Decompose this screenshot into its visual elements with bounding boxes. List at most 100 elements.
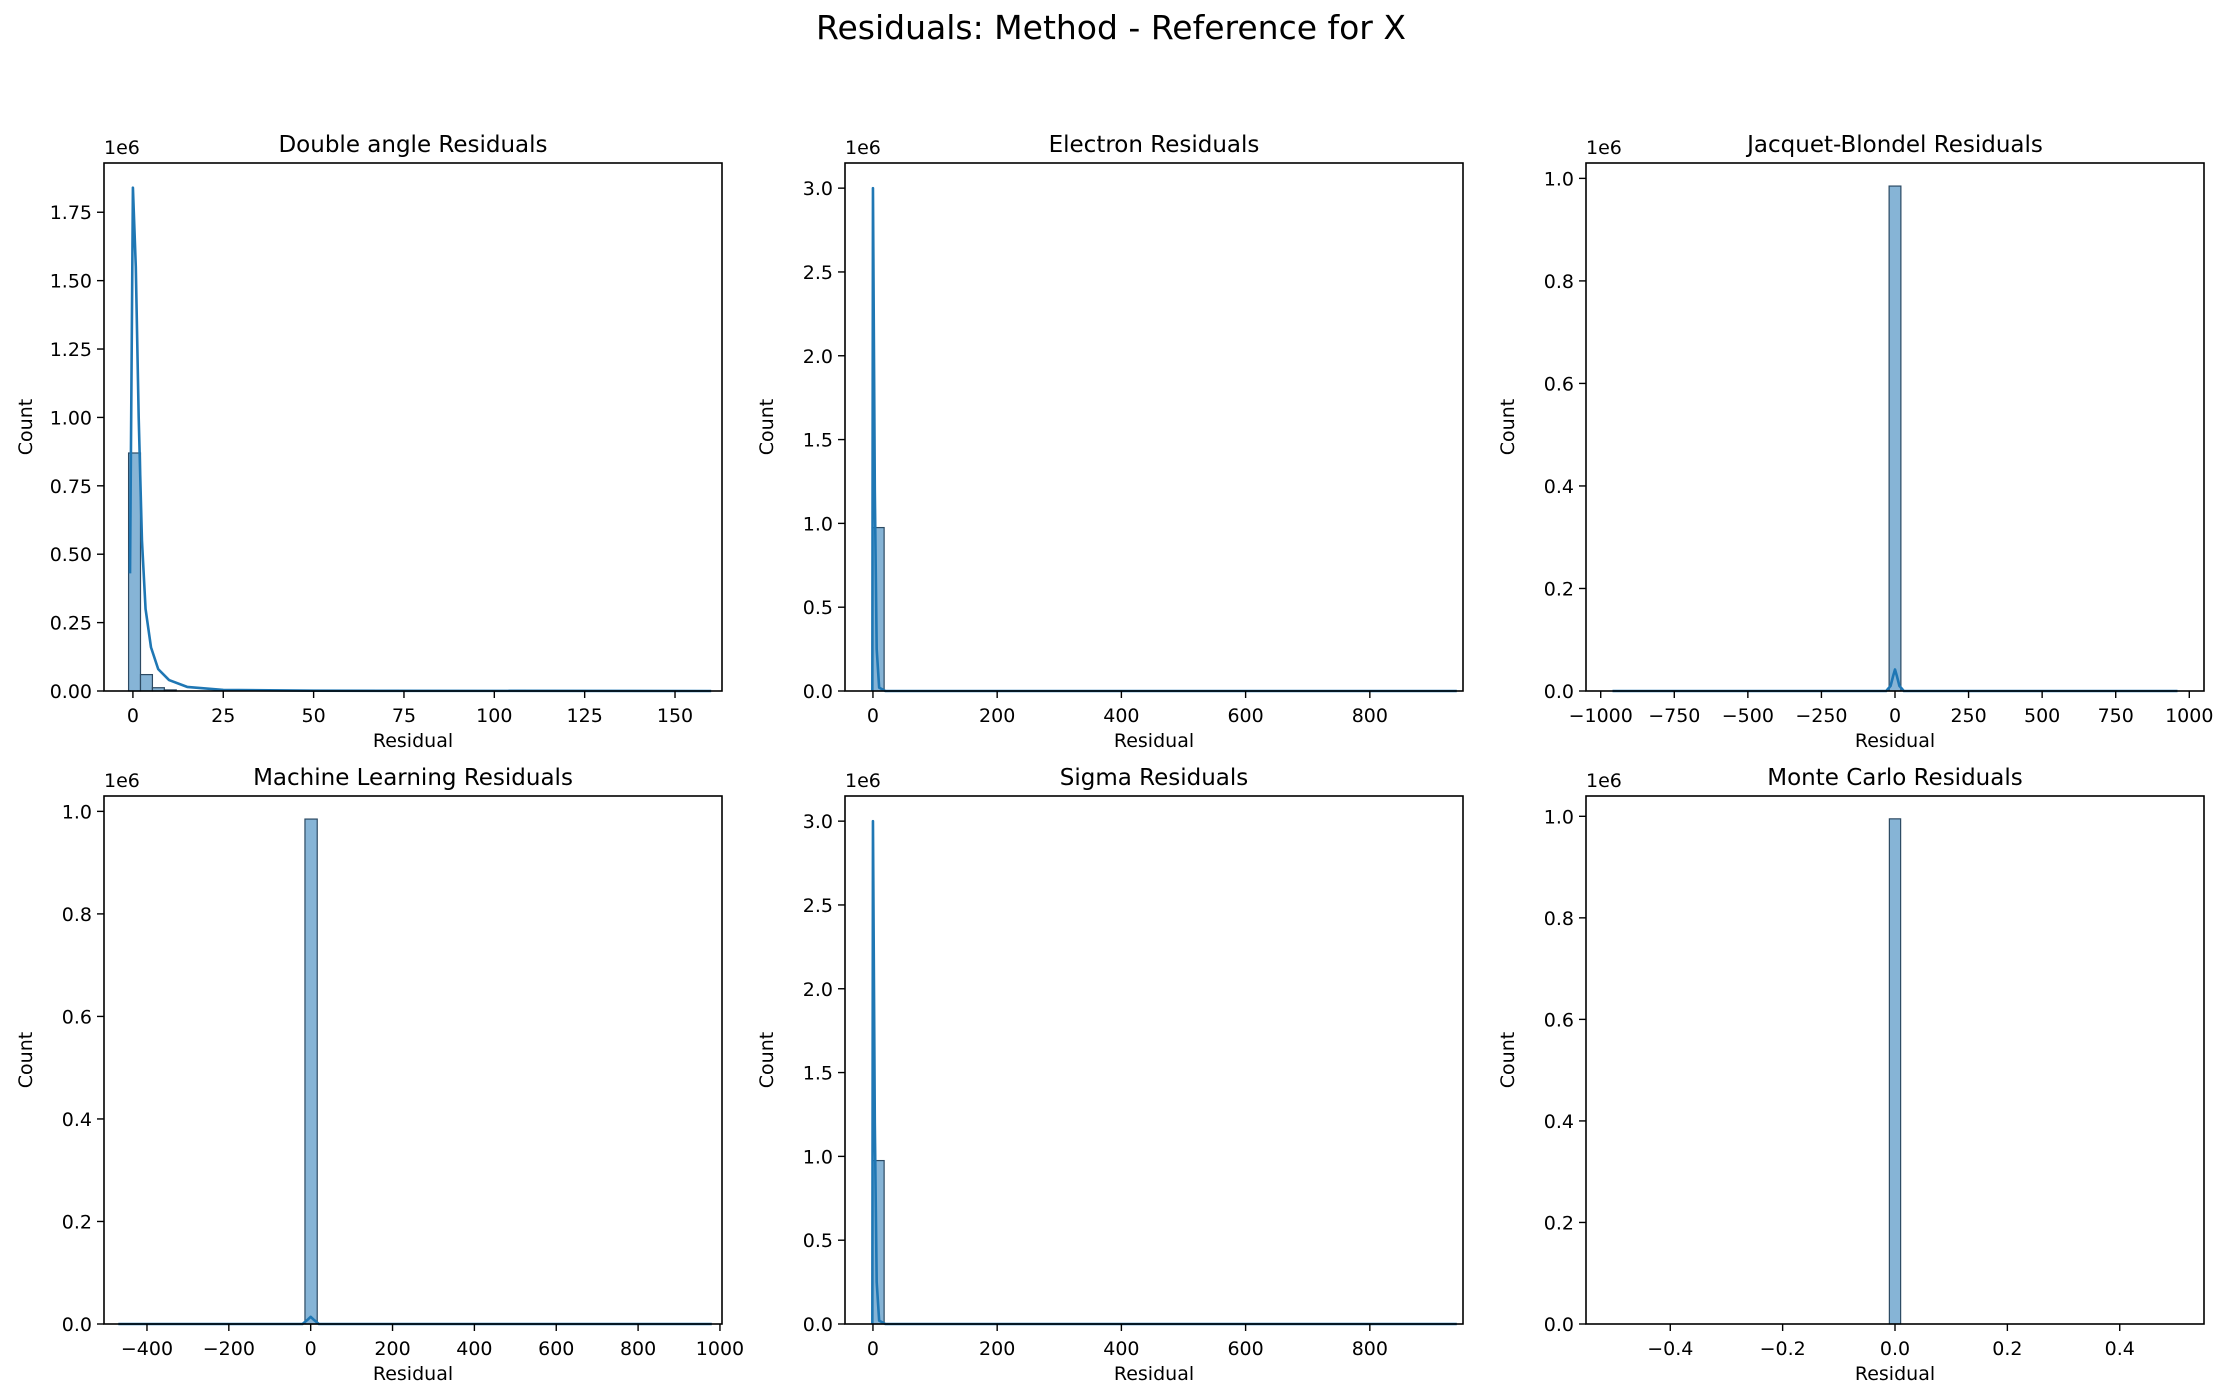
y-tick-label: 0.75: [50, 476, 92, 498]
x-tick-label: 400: [456, 1338, 492, 1360]
x-tick-label: 75: [392, 705, 416, 727]
y-scale-label: 1e6: [1586, 770, 1622, 792]
y-tick-label: 1.0: [1544, 168, 1574, 190]
y-tick-label: 0.0: [1544, 681, 1574, 703]
chart-panel-1: 0 25 50 75 100 125 150 0.00 0.25 0.50 0.75 1.00 1.25…: [15, 132, 723, 752]
y-axis-label: Count: [1497, 399, 1519, 455]
x-axis-label: Residual: [1855, 1363, 1935, 1385]
histogram-bar: [304, 818, 318, 1325]
x-tick-label: 0.4: [2105, 1338, 2135, 1360]
x-tick-label: −0.2: [1760, 1338, 1806, 1360]
y-scale-label: 1e6: [104, 137, 140, 159]
y-tick-label: 1.0: [1544, 806, 1574, 828]
y-tick-label: 0.8: [1544, 908, 1574, 930]
x-tick-label: 200: [374, 1338, 410, 1360]
y-tick-label: 0.25: [50, 613, 92, 635]
y-tick-label: 0.00: [50, 681, 92, 703]
y-tick-label: 2.0: [803, 346, 833, 368]
y-tick-label: 0.4: [1544, 476, 1574, 498]
x-tick-label: 400: [1103, 705, 1139, 727]
y-tick-label: 0.6: [1544, 373, 1574, 395]
x-tick-label: −1000: [1569, 705, 1633, 727]
x-tick-label: 200: [979, 705, 1015, 727]
x-tick-label: 0: [867, 1338, 879, 1360]
x-tick-label: 750: [2098, 705, 2134, 727]
x-tick-label: −400: [121, 1338, 173, 1360]
y-tick-label: 0.2: [1544, 1212, 1574, 1234]
x-tick-label: 0: [305, 1338, 317, 1360]
x-tick-label: 125: [567, 705, 603, 727]
y-axis-label: Count: [756, 1032, 778, 1088]
y-tick-label: 0.4: [62, 1109, 92, 1131]
y-tick-label: 0.0: [803, 681, 833, 703]
y-scale-label: 1e6: [1586, 137, 1622, 159]
x-tick-label: 0: [1889, 705, 1901, 727]
y-tick-label: 0.0: [803, 1314, 833, 1336]
y-tick-label: 1.00: [50, 407, 92, 429]
y-tick-label: 0.50: [50, 544, 92, 566]
y-scale-label: 1e6: [845, 137, 881, 159]
y-axis-label: Count: [15, 1032, 37, 1088]
figure-title: Residuals: Method - Reference for X: [816, 8, 1406, 47]
x-tick-label: 800: [620, 1338, 656, 1360]
x-tick-label: −750: [1648, 705, 1700, 727]
chart-title: Electron Residuals: [1049, 132, 1260, 158]
y-tick-label: 1.25: [50, 339, 92, 361]
x-axis-label: Residual: [1114, 1363, 1194, 1385]
y-axis-label: Count: [756, 399, 778, 455]
x-tick-label: 600: [1227, 1338, 1263, 1360]
axes-frame: [103, 795, 723, 1325]
axes-frame: [103, 162, 723, 692]
y-scale-label: 1e6: [104, 770, 140, 792]
x-tick-label: 150: [657, 705, 693, 727]
y-tick-label: 3.0: [803, 178, 833, 200]
x-axis-label: Residual: [1114, 730, 1194, 752]
chart-title: Sigma Residuals: [1060, 765, 1249, 791]
kde-line: [871, 186, 1457, 693]
histogram-bar: [139, 673, 154, 692]
y-tick-label: 1.5: [803, 1063, 833, 1085]
x-tick-label: 400: [1103, 1338, 1139, 1360]
x-tick-label: 50: [302, 705, 326, 727]
x-tick-label: 0.2: [1992, 1338, 2022, 1360]
x-tick-label: −500: [1722, 705, 1774, 727]
kde-line: [1612, 668, 2178, 693]
chart-title: Monte Carlo Residuals: [1767, 765, 2022, 791]
y-tick-label: 0.0: [62, 1314, 92, 1336]
y-tick-label: 2.5: [803, 895, 833, 917]
y-tick-label: 0.0: [1544, 1314, 1574, 1336]
x-axis-label: Residual: [373, 730, 453, 752]
y-scale-label: 1e6: [845, 770, 881, 792]
y-tick-label: 3.0: [803, 811, 833, 833]
y-tick-label: 0.6: [62, 1006, 92, 1028]
chart-title: Jacquet-Blondel Residuals: [1745, 132, 2043, 158]
y-tick-label: 2.0: [803, 979, 833, 1001]
y-tick-label: 0.8: [62, 904, 92, 926]
y-tick-label: 0.2: [62, 1211, 92, 1233]
kde-line: [128, 186, 712, 693]
x-axis-label: Residual: [373, 1363, 453, 1385]
histogram-bar: [1888, 185, 1902, 692]
y-tick-label: 1.75: [50, 202, 92, 224]
x-tick-label: 500: [2024, 705, 2060, 727]
chart-panel-2: 0 200 400 600 800 0.0 0.5 1.0 1.5 2.0 2.5 3.0 1e6 Ele…: [756, 132, 1464, 752]
y-tick-label: 1.0: [803, 513, 833, 535]
x-tick-label: 1000: [696, 1338, 744, 1360]
x-tick-label: −0.4: [1647, 1338, 1693, 1360]
y-axis-label: Count: [1497, 1032, 1519, 1088]
axes-frame: [844, 795, 1464, 1325]
chart-panel-6: −0.4 −0.2 0.0 0.2 0.4 0.0 0.2 0.4 0.6 0.8 1.0 1e6 Mo…: [1497, 765, 2205, 1385]
y-tick-label: 0.4: [1544, 1111, 1574, 1133]
y-tick-label: 1.0: [62, 801, 92, 823]
kde-line: [871, 819, 1457, 1326]
chart-panel-3: −1000 −750 −500 −250 0 250 500 750 1000 0.0 0.2 0.4…: [1497, 132, 2213, 752]
y-tick-label: 1.0: [803, 1146, 833, 1168]
x-tick-label: 0: [867, 705, 879, 727]
chart-title: Machine Learning Residuals: [253, 765, 573, 791]
y-tick-label: 0.5: [803, 1230, 833, 1252]
x-tick-label: 0: [127, 705, 139, 727]
y-tick-label: 0.6: [1544, 1009, 1574, 1031]
y-tick-label: 0.8: [1544, 271, 1574, 293]
y-tick-label: 2.5: [803, 262, 833, 284]
